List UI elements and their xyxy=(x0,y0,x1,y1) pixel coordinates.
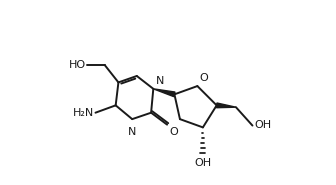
Text: H₂N: H₂N xyxy=(73,108,94,118)
Polygon shape xyxy=(153,89,175,97)
Text: OH: OH xyxy=(254,120,271,130)
Text: O: O xyxy=(199,73,208,83)
Text: N: N xyxy=(156,76,164,86)
Text: OH: OH xyxy=(194,158,211,168)
Polygon shape xyxy=(216,103,236,108)
Text: HO: HO xyxy=(69,60,86,70)
Text: O: O xyxy=(169,127,178,137)
Text: N: N xyxy=(128,127,136,137)
